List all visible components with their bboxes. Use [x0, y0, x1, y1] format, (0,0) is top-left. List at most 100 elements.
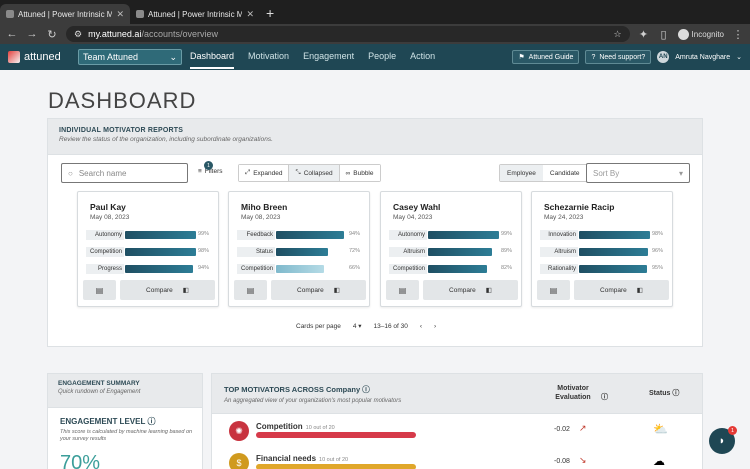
compare-icon: ◧: [636, 287, 643, 294]
favicon-icon: [6, 10, 14, 18]
info-icon[interactable]: ⓘ: [600, 394, 608, 401]
extensions-icon[interactable]: ✦: [638, 28, 649, 41]
employee-tab[interactable]: Employee: [500, 165, 543, 181]
incognito-indicator[interactable]: Incognito: [677, 28, 724, 40]
forward-icon[interactable]: →: [26, 28, 38, 40]
report-card[interactable]: Miho Breen May 08, 2023 Feedback 94% Sta…: [228, 191, 370, 307]
nav-people[interactable]: People: [368, 51, 397, 61]
card-actions: ▤ Compare ◧: [537, 280, 669, 300]
cloud-icon: ☁: [653, 454, 665, 468]
report-document-button[interactable]: ▤: [234, 280, 267, 300]
main-nav: Dashboard Motivation Engagement People A…: [190, 45, 435, 69]
filters-button[interactable]: ≡ 1 Filters: [198, 161, 223, 175]
report-cards: Paul Kay May 08, 2023 Autonomy 99% Compe…: [77, 191, 677, 307]
report-document-button[interactable]: ▤: [386, 280, 419, 300]
view-expanded-button[interactable]: ⤢ Expanded: [239, 165, 290, 181]
compare-button[interactable]: Compare ◧: [120, 280, 215, 300]
menu-icon[interactable]: ⋮: [732, 28, 744, 41]
report-card[interactable]: Schezarnie Racip May 24, 2023 Innovation…: [531, 191, 673, 307]
panel-header: ENGAGEMENT SUMMARY Quick rundown of Enga…: [48, 374, 202, 408]
address-bar[interactable]: ⚙ my.attuned.ai/accounts/overview ☆: [66, 26, 630, 42]
avatar[interactable]: AN: [657, 51, 670, 63]
sort-select[interactable]: Sort By ▾: [586, 163, 690, 183]
nav-engagement[interactable]: Engagement: [303, 51, 355, 61]
card-actions: ▤ Compare ◧: [83, 280, 215, 300]
bookmark-star-icon[interactable]: ☆: [613, 28, 622, 39]
info-icon[interactable]: ⓘ: [672, 390, 680, 397]
motivator-row: Autonomy 99%: [86, 229, 214, 241]
sidepanel-icon[interactable]: ▯: [660, 28, 667, 41]
close-tab-icon[interactable]: ✕: [116, 8, 124, 19]
team-select[interactable]: Team Attuned ⌄: [78, 49, 182, 65]
motivator-percent: 96%: [652, 248, 664, 254]
attuned-guide-button[interactable]: ⚑ Attuned Guide: [512, 50, 580, 64]
report-card[interactable]: Casey Wahl May 04, 2023 Autonomy 99% Alt…: [380, 191, 522, 307]
motivator-row: Altruism 96%: [540, 246, 668, 258]
nav-action[interactable]: Action: [410, 51, 436, 61]
prev-page-icon[interactable]: ‹: [419, 322, 423, 330]
motivator-bar: [276, 248, 328, 256]
motivator-bar: [125, 248, 196, 256]
report-card[interactable]: Paul Kay May 08, 2023 Autonomy 99% Compe…: [77, 191, 219, 307]
card-name[interactable]: Miho Breen: [241, 202, 288, 212]
report-document-button[interactable]: ▤: [537, 280, 570, 300]
filter-icon: ≡ 1: [198, 161, 213, 175]
motivator-bar: [428, 248, 492, 256]
compare-button[interactable]: Compare ◧: [574, 280, 669, 300]
need-support-button[interactable]: ? Need support?: [585, 50, 652, 64]
panel-header: INDIVIDUAL MOTIVATOR REPORTS Review the …: [48, 119, 702, 155]
view-toggle: ⤢ Expanded ⤡ Collapsed ∞ Bubble: [238, 164, 381, 182]
motivator-bar: [276, 265, 324, 273]
next-page-icon[interactable]: ›: [434, 322, 437, 330]
chevron-down-icon[interactable]: ⌄: [736, 54, 742, 61]
logo[interactable]: attuned: [8, 51, 78, 63]
candidate-tab[interactable]: Candidate: [542, 165, 587, 181]
motivator-percent: 82%: [501, 265, 513, 271]
motivator-label: Status: [237, 247, 275, 257]
view-collapsed-button[interactable]: ⤡ Collapsed: [289, 165, 340, 181]
card-name[interactable]: Schezarnie Racip: [544, 202, 615, 212]
compare-icon: ◧: [333, 287, 340, 294]
motivator-reports-panel: INDIVIDUAL MOTIVATOR REPORTS Review the …: [47, 118, 703, 347]
user-name[interactable]: Amruta Navghare: [675, 53, 731, 61]
flag-icon: ⚑: [518, 54, 525, 61]
card-date: May 04, 2023: [393, 214, 433, 221]
info-icon[interactable]: ⓘ: [362, 385, 370, 394]
view-bubble-button[interactable]: ∞ Bubble: [339, 165, 380, 181]
status-column-header: Status ⓘ: [649, 390, 680, 397]
top-motivator-row[interactable]: $ Financial needs 10 out of 20 -0.08 ↘ ☁: [229, 453, 699, 469]
search-input[interactable]: ○ Search name: [61, 163, 188, 183]
browser-tab[interactable]: Attuned | Power Intrinsic Motiva ✕: [130, 4, 260, 24]
new-tab-button[interactable]: +: [266, 5, 275, 21]
top-motivator-row[interactable]: ✺ Competition 10 out of 20 -0.02 ↗ ⛅: [229, 421, 699, 443]
motivator-row: Competition 66%: [237, 263, 365, 275]
cards-per-page-select[interactable]: 4 ▾: [352, 323, 362, 330]
motivator-icon: ✺: [229, 421, 249, 441]
card-actions: ▤ Compare ◧: [234, 280, 366, 300]
nav-motivation[interactable]: Motivation: [248, 51, 290, 61]
browser-tab[interactable]: Attuned | Power Intrinsic Motiva ✕: [0, 4, 130, 24]
site-info-icon[interactable]: ⚙: [74, 28, 83, 39]
engagement-level-value: 70%: [60, 452, 101, 469]
report-document-button[interactable]: ▤: [83, 280, 116, 300]
favicon-icon: [136, 10, 144, 18]
compare-button[interactable]: Compare ◧: [271, 280, 366, 300]
nav-dashboard[interactable]: Dashboard: [190, 45, 235, 69]
expand-icon: ⤢: [245, 169, 251, 176]
chat-launcher-button[interactable]: ◗ 1: [709, 426, 737, 454]
reload-icon[interactable]: ↻: [47, 28, 57, 41]
motivator-percent: 94%: [349, 231, 361, 237]
trend-arrow-icon: ↘: [579, 455, 587, 465]
info-icon[interactable]: ⓘ: [147, 417, 156, 426]
engagement-summary-panel: ENGAGEMENT SUMMARY Quick rundown of Enga…: [47, 373, 203, 469]
motivator-percent: 89%: [501, 248, 513, 254]
card-name[interactable]: Paul Kay: [90, 202, 126, 212]
help-icon: ?: [591, 53, 596, 61]
pagination: Cards per page 4 ▾ 13–16 of 30 ‹ ›: [296, 322, 437, 331]
card-name[interactable]: Casey Wahl: [393, 202, 441, 212]
evaluation-value: -0.02: [554, 426, 570, 433]
close-tab-icon[interactable]: ✕: [246, 8, 254, 19]
compare-button[interactable]: Compare ◧: [423, 280, 518, 300]
engagement-level-description: This score is calculated by machine lear…: [60, 429, 193, 442]
back-icon[interactable]: ←: [6, 28, 18, 40]
